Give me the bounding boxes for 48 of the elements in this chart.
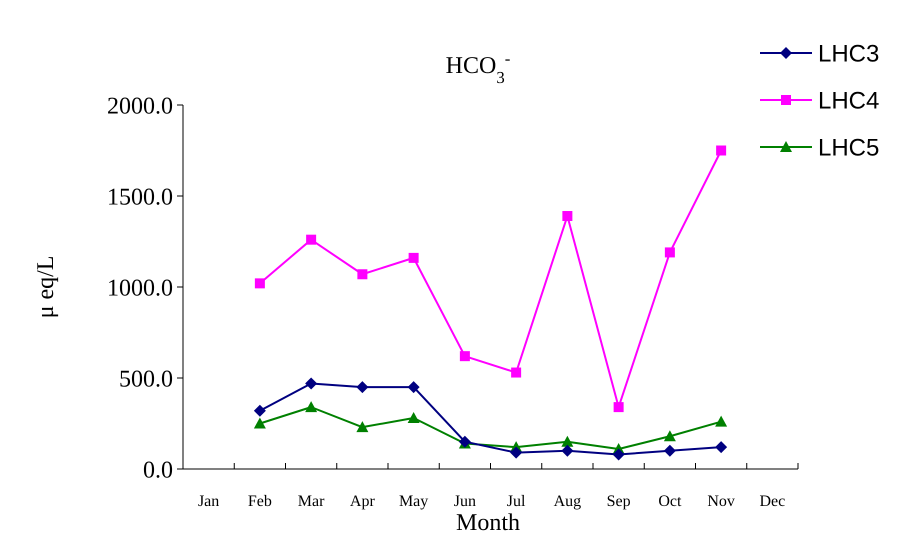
legend-label: LHC4 bbox=[818, 87, 880, 114]
y-axis-title: μ eq/L bbox=[33, 256, 59, 318]
point bbox=[614, 402, 624, 412]
x-tick-label: Dec bbox=[759, 493, 786, 510]
point bbox=[305, 377, 318, 390]
point bbox=[510, 446, 522, 459]
x-tick-label: May bbox=[398, 493, 428, 510]
point bbox=[715, 416, 728, 427]
x-tick-label: Jun bbox=[454, 493, 476, 510]
point bbox=[561, 436, 574, 447]
point bbox=[356, 381, 368, 394]
point bbox=[408, 381, 420, 394]
x-tick-label: Sep bbox=[606, 493, 631, 510]
point bbox=[561, 444, 574, 457]
point bbox=[511, 368, 522, 378]
point bbox=[408, 252, 419, 263]
legend-label: LHC5 bbox=[818, 134, 880, 162]
point bbox=[715, 441, 728, 454]
y-tick-label: 2000.0 bbox=[107, 93, 173, 120]
x-tick-label: Oct bbox=[658, 493, 682, 510]
x-tick-label: Aug bbox=[554, 493, 582, 510]
point bbox=[716, 146, 726, 156]
point bbox=[612, 448, 625, 460]
y-tick-label: 1500.0 bbox=[107, 184, 173, 210]
y-tick-label: 500.0 bbox=[119, 366, 173, 392]
point bbox=[460, 351, 470, 362]
x-tick-label: Feb bbox=[248, 493, 272, 510]
point bbox=[254, 418, 266, 428]
y-tick-label: 1000.0 bbox=[107, 275, 173, 302]
legend-label: LHC3 bbox=[818, 40, 880, 68]
point bbox=[664, 444, 676, 457]
y-tick-label: 0.0 bbox=[143, 457, 173, 484]
x-axis-title: Month bbox=[456, 510, 520, 535]
x-tick-label: Apr bbox=[350, 493, 376, 510]
point bbox=[664, 430, 676, 442]
x-tick-label: Nov bbox=[707, 493, 735, 510]
point bbox=[664, 247, 675, 258]
point bbox=[408, 412, 420, 424]
point bbox=[562, 211, 572, 222]
x-tick-label: Jul bbox=[506, 493, 526, 510]
point bbox=[254, 404, 266, 417]
point bbox=[306, 234, 316, 245]
point bbox=[305, 401, 318, 412]
x-tick-label: Jan bbox=[198, 493, 220, 510]
x-tick-label: Mar bbox=[298, 493, 326, 510]
point bbox=[254, 278, 265, 288]
point bbox=[356, 421, 368, 432]
point bbox=[357, 269, 368, 280]
